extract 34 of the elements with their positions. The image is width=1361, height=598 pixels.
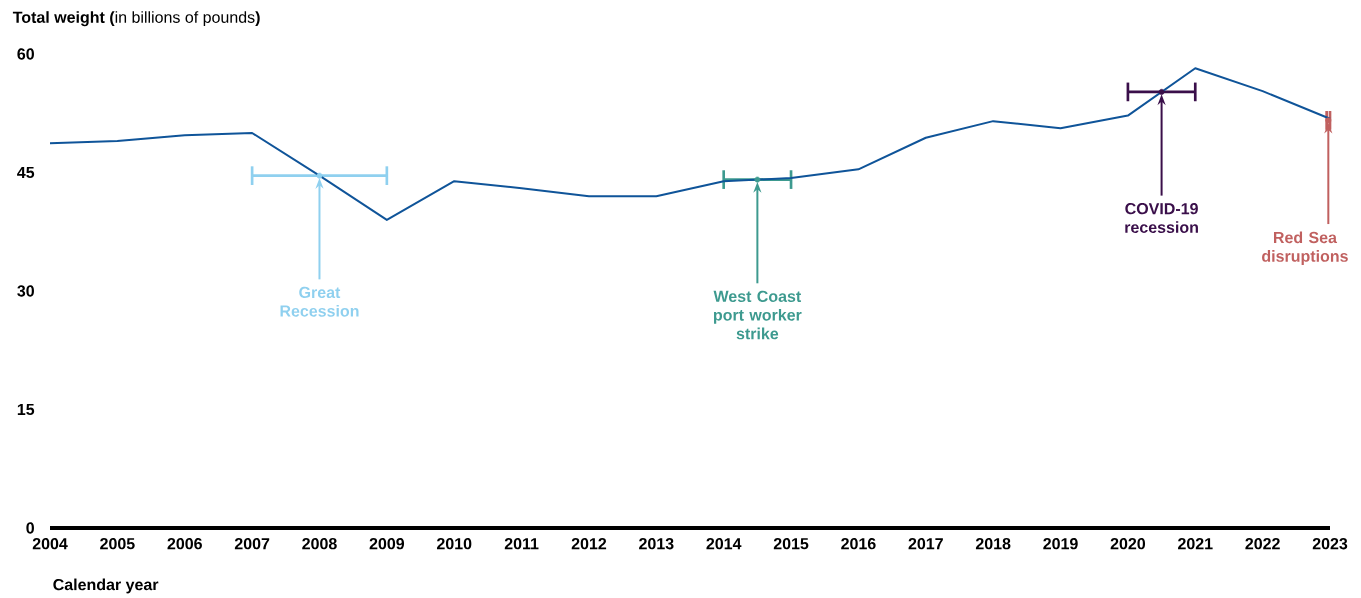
x-tick-label: 2019: [1043, 538, 1078, 550]
x-tick-label: 2018: [975, 538, 1011, 550]
x-tick-label: 2010: [436, 538, 472, 550]
x-tick-label: 2017: [908, 538, 943, 550]
x-tick-label: 2011: [504, 538, 539, 550]
point: [316, 172, 323, 179]
annotation: West Coast port worker strike: [713, 290, 802, 340]
x-tick-label: 2004: [32, 538, 68, 550]
x-tick-label: 2023: [1312, 538, 1348, 550]
annotation: Great Recession: [280, 286, 359, 317]
y-tick-label: 0: [26, 522, 34, 534]
x-tick-label: 2021: [1178, 538, 1213, 550]
annotation: Red Sea disruptions: [1262, 231, 1348, 266]
x-tick-label: 2007: [234, 538, 270, 550]
x-tick-label: 2009: [369, 538, 405, 550]
x-tick-label: 2015: [773, 538, 809, 550]
x-tick-label: 2013: [639, 538, 674, 550]
x-tick-label: 2008: [302, 538, 337, 550]
x-axis-title: Calendar year: [53, 578, 159, 594]
y-tick-label: 30: [17, 285, 34, 297]
y-tick-label: 15: [17, 403, 35, 416]
x-tick-label: 2012: [571, 538, 607, 550]
x-tick-label: 2006: [167, 538, 202, 550]
y-tick-label: 60: [17, 48, 34, 60]
y-tick-label: 45: [17, 166, 35, 179]
x-tick-label: 2005: [100, 538, 135, 550]
x-tick-label: 2020: [1110, 538, 1146, 550]
x-tick-label: 2016: [841, 538, 876, 550]
x-tick-label: 2022: [1245, 538, 1280, 550]
y-axis-title: Total weight (in billions of pounds): [12, 11, 260, 27]
point: [754, 176, 761, 183]
x-tick-label: 2014: [706, 538, 742, 550]
point: [1158, 88, 1165, 95]
annotation: COVID-19 recession: [1125, 202, 1198, 233]
